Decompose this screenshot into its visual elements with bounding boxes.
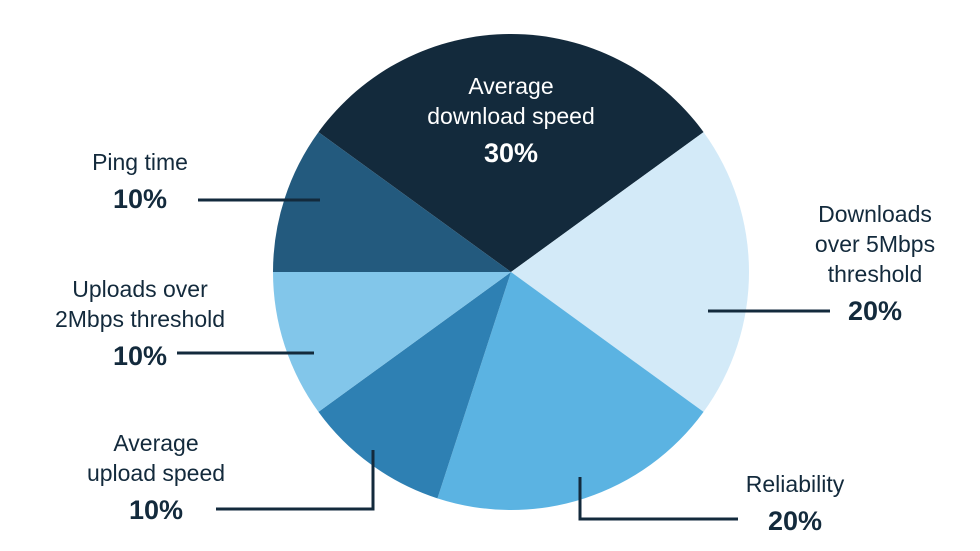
- slice-labels: Average download speed 30% Downloads over 5M…: [55, 73, 935, 536]
- slice-value-label: 10%: [113, 184, 167, 214]
- pie-slice-6: [273, 132, 511, 272]
- leader-line-3: [578, 477, 738, 521]
- pie-slice-5: [273, 272, 511, 412]
- pie-slice-2: [511, 132, 750, 412]
- slice-label-line: Average: [113, 430, 198, 456]
- slice-label-line: download speed: [427, 103, 595, 129]
- slice-label-2: Downloads over 5Mbps threshold 20%: [815, 201, 935, 326]
- slice-value-label: 20%: [848, 296, 902, 326]
- slice-value-label: 20%: [768, 506, 822, 536]
- slice-label-line: threshold: [828, 261, 923, 287]
- slice-value-label: 30%: [484, 138, 538, 168]
- slice-value-label: 10%: [113, 341, 167, 371]
- slice-label-line: upload speed: [87, 460, 225, 486]
- pie-slice-3: [437, 272, 704, 511]
- slice-label-line: Downloads: [818, 201, 932, 227]
- slice-label-5: Uploads over 2Mbps threshold 10%: [55, 276, 225, 371]
- slice-label-line: 2Mbps threshold: [55, 306, 225, 332]
- slice-label-6: Ping time 10%: [92, 149, 188, 214]
- pie-slice-1: [318, 33, 704, 272]
- slice-label-line: Reliability: [746, 471, 845, 497]
- slice-label-line: over 5Mbps: [815, 231, 935, 257]
- slice-value-label: 10%: [129, 495, 183, 525]
- pie-slice-4: [318, 272, 511, 499]
- leader-line-4: [216, 450, 375, 511]
- slice-label-line: Ping time: [92, 149, 188, 175]
- slice-label-1: Average download speed 30%: [427, 73, 595, 168]
- slice-label-line: Uploads over: [72, 276, 208, 302]
- slice-label-4: Average upload speed 10%: [87, 430, 225, 525]
- pie-slices: [273, 33, 750, 511]
- leader-lines: [177, 198, 830, 521]
- slice-label-3: Reliability 20%: [746, 471, 845, 536]
- slice-label-line: Average: [468, 73, 553, 99]
